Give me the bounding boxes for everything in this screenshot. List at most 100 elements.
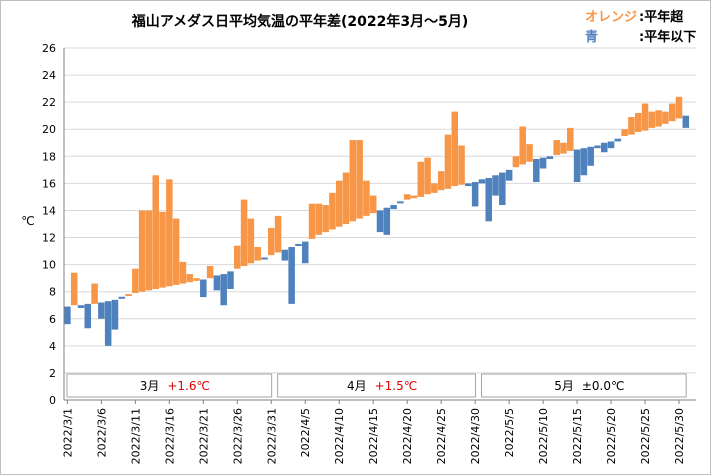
bar [675,96,683,119]
bar [322,205,329,233]
bar [247,218,255,264]
bar [125,294,132,297]
x-tick-label: 2022/3/6 [95,408,108,457]
bar [349,140,357,222]
bar [580,148,588,176]
y-tick-label: 12 [42,232,56,245]
bar [254,247,261,261]
x-tick-label: 2022/4/10 [333,408,346,464]
bar [91,283,98,304]
month-box [481,373,687,398]
month-boxes: 3月 +1.6℃ 4月 +1.5℃ 5月 ±0.0℃ [66,373,687,398]
x-tick-label: 2022/3/11 [129,408,142,464]
bar [499,172,506,206]
bar [295,243,302,246]
bar [329,192,336,230]
bar [397,201,404,204]
bar [70,272,78,306]
bar [138,210,146,292]
month-box [66,373,273,398]
bar [342,172,350,224]
x-tick-label: 2022/3/31 [265,408,278,464]
bar [655,110,662,127]
bar [607,141,615,149]
bar [526,144,533,162]
x-tick-label: 2022/4/25 [435,408,448,464]
bar [383,207,391,235]
bar [519,126,526,165]
bar [268,228,275,256]
month-anomaly: +1.5℃ [375,379,418,393]
bar [621,129,628,136]
bar [200,279,207,298]
bar [485,177,492,222]
y-tick-label: 26 [42,42,56,55]
x-tick-label: 2022/5/30 [673,408,686,464]
bar [315,203,323,235]
month-anomaly: +1.6℃ [167,379,210,393]
bar [546,156,554,160]
y-tick-label: 14 [42,204,56,217]
y-tick-label: 22 [42,96,56,109]
bar [628,117,635,135]
bar [539,157,547,169]
bar [145,210,153,291]
bar [369,195,377,214]
x-tick-label: 2022/4/15 [367,408,380,464]
bar [84,303,92,329]
month-name: 3月 [140,379,160,393]
bar [451,111,459,187]
month-name: 5月 [554,379,574,393]
bar [458,145,465,185]
bar [567,127,574,151]
bar [193,278,200,281]
x-tick-label: 2022/3/21 [197,408,210,464]
axes [63,48,696,401]
bar [274,215,282,253]
bar [335,180,343,227]
bar [505,169,513,181]
bar [179,261,187,284]
x-tick-label: 2022/5/25 [639,408,652,464]
y-tick-label: 2 [49,367,56,380]
x-tick-label: 2022/4/20 [401,408,414,464]
x-tick-label: 2022/3/16 [163,408,176,464]
legend: オレンジ :平年超 青 :平年以下 [585,9,696,45]
x-tick-label: 2022/5/10 [537,408,550,464]
bar [98,302,105,319]
y-tick-label: 6 [49,313,56,326]
month-name: 4月 [347,379,367,393]
bar [533,159,540,183]
y-tick-label: 8 [49,286,56,299]
y-tick-label: 18 [42,150,56,163]
legend-below-desc: :平年以下 [639,29,696,45]
bar [308,203,316,239]
bar [682,115,690,128]
bar [77,305,85,308]
bar [132,268,139,294]
month-anomaly: ±0.0℃ [582,379,625,393]
x-tick-label: 2022/3/1 [61,408,74,457]
bar [444,134,452,189]
bar [118,296,126,299]
bar [288,247,295,304]
bar [186,274,193,283]
legend-above-desc: :平年超 [639,9,684,25]
y-axis-label: ℃ [21,214,34,228]
bars [64,96,690,346]
bar [662,111,669,124]
bar [600,142,608,153]
y-tick-label: 16 [42,177,56,190]
y-tick-label: 4 [49,340,56,353]
bar [424,157,431,195]
x-tick-label: 2022/5/15 [571,408,584,464]
x-tick-label: 2022/5/5 [503,408,516,457]
legend-below-label: 青 [585,29,598,45]
bar [64,306,71,325]
bar [363,180,370,216]
bar [261,257,268,260]
bar [111,299,119,330]
bar [104,301,112,346]
bar [614,138,622,142]
